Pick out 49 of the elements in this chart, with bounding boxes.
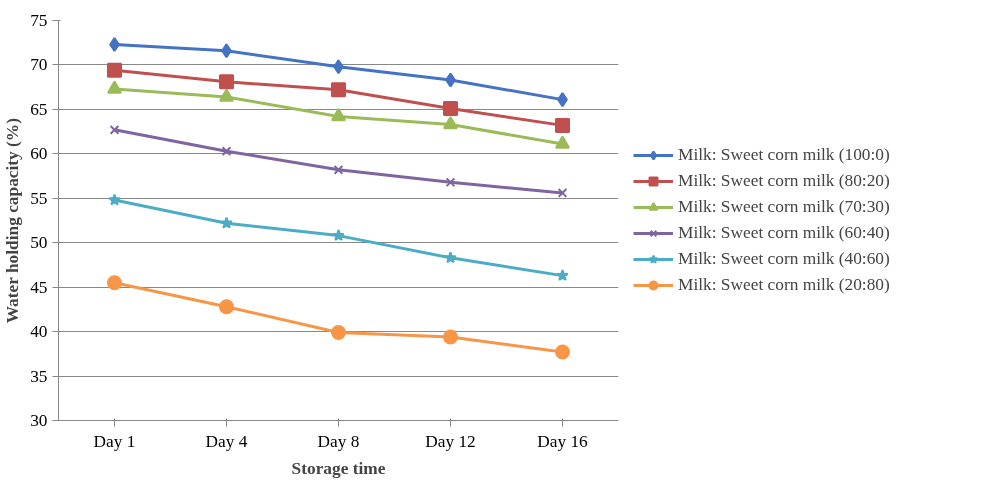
point <box>219 74 234 90</box>
point <box>555 117 570 133</box>
point <box>107 80 122 94</box>
point <box>219 88 234 102</box>
legend-label: Milk: Sweet corn milk (20:80) <box>678 275 890 295</box>
point <box>333 164 344 175</box>
point <box>445 177 456 188</box>
point <box>220 216 233 229</box>
point <box>331 107 346 122</box>
point <box>107 62 122 78</box>
y-tick-label: 50 <box>30 233 48 253</box>
point <box>443 329 458 345</box>
x-tick-label: Day 1 <box>93 431 136 451</box>
point <box>555 135 570 149</box>
legend-label: Milk: Sweet corn milk (100:0) <box>678 145 890 165</box>
point <box>443 101 458 116</box>
point <box>331 82 346 98</box>
point <box>556 269 569 282</box>
point <box>331 325 346 340</box>
point <box>555 344 570 360</box>
point <box>557 188 568 198</box>
point <box>221 146 232 157</box>
x-tick-label: Day 4 <box>205 431 248 451</box>
legend-label: Milk: Sweet corn milk (40:60) <box>678 249 890 269</box>
x-tick-label: Day 12 <box>425 431 476 451</box>
y-tick-label: 30 <box>30 411 48 430</box>
y-tick-label: 70 <box>30 55 48 75</box>
point <box>443 115 458 130</box>
x-tick-label: Day 16 <box>537 431 589 451</box>
point <box>109 124 120 135</box>
point <box>107 275 122 291</box>
y-tick-label: 40 <box>30 322 48 342</box>
point <box>444 251 457 264</box>
x-tick-label: Day 8 <box>317 431 360 451</box>
x-axis-title: Storage time <box>291 458 386 478</box>
point <box>109 37 120 52</box>
y-tick-label: 75 <box>30 11 48 30</box>
y-axis-title: Water holding capacity (%) <box>3 117 23 324</box>
y-tick-label: 35 <box>30 366 48 386</box>
legend-label: Milk: Sweet corn milk (70:30) <box>678 197 890 217</box>
point <box>332 229 345 242</box>
point <box>219 299 234 315</box>
y-tick-label: 45 <box>30 277 48 297</box>
y-tick-label: 60 <box>30 144 48 164</box>
legend-label: Milk: Sweet corn milk (60:40) <box>678 223 890 243</box>
point <box>108 193 121 206</box>
y-tick-label: 55 <box>30 188 48 208</box>
y-tick-label: 65 <box>30 99 48 119</box>
legend-label: Milk: Sweet corn milk (80:20) <box>678 171 890 191</box>
